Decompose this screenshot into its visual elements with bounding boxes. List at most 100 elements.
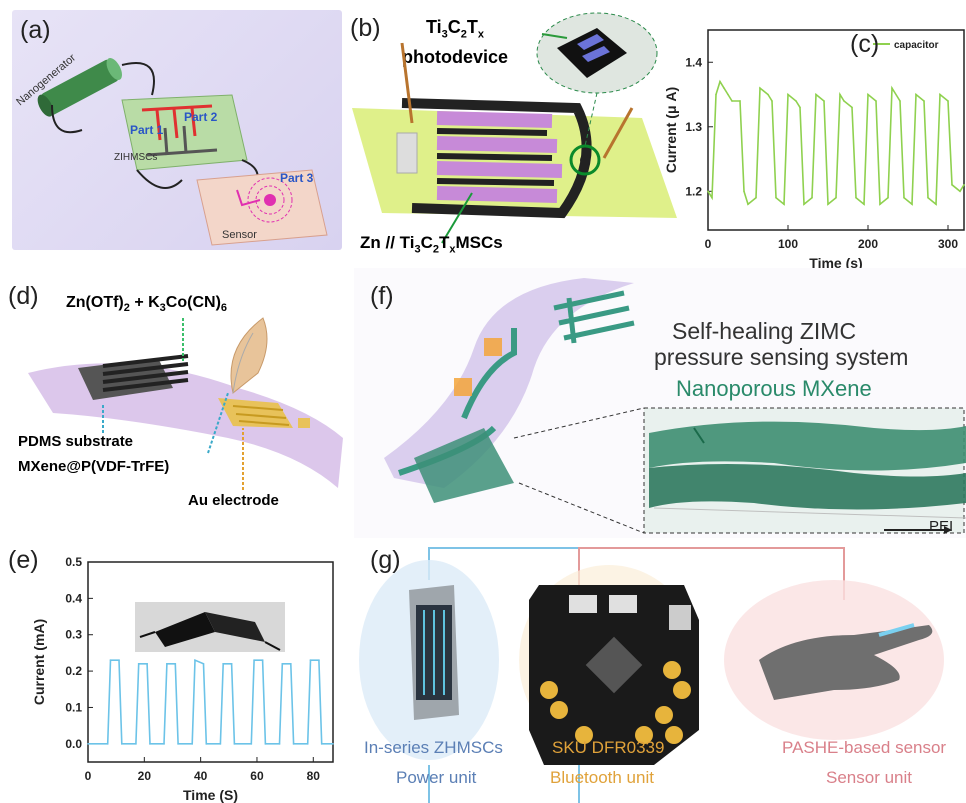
data-point	[278, 743, 281, 745]
data-point	[174, 663, 177, 665]
mxene-layers	[649, 421, 966, 519]
data-point	[731, 100, 733, 102]
data-point	[719, 80, 721, 83]
sensor-sub: Sensor unit	[826, 768, 912, 787]
data-point	[903, 196, 905, 199]
data-point	[149, 743, 151, 745]
data-point	[823, 100, 825, 102]
x-tick-label: 60	[250, 769, 264, 783]
zhmsc-device	[409, 585, 459, 720]
data-point	[743, 190, 745, 193]
data-point	[230, 663, 233, 665]
x-tick-label: 0	[705, 237, 712, 251]
panel-d-device	[28, 317, 343, 490]
data-point	[715, 93, 717, 96]
panel-b-device	[352, 12, 677, 244]
x-axis-label: Time (S)	[183, 787, 238, 803]
data-point	[222, 663, 224, 665]
data-point	[879, 203, 881, 205]
zihmscs-label: ZIHMSCs	[114, 152, 157, 163]
y-tick-label: 1.2	[685, 184, 702, 198]
data-point	[723, 87, 725, 89]
probe-right	[602, 107, 634, 159]
data-point	[205, 743, 208, 745]
data-point	[959, 190, 961, 193]
data-point	[767, 93, 769, 96]
probe-left	[400, 42, 414, 124]
contact-pad-1	[484, 338, 502, 356]
panel-a-label: (a)	[20, 16, 51, 44]
mxene-film	[230, 317, 268, 394]
data-point	[875, 100, 877, 102]
highlight-circle	[569, 144, 601, 176]
data-point	[109, 659, 112, 661]
data-point	[87, 743, 89, 745]
data-point	[923, 100, 925, 102]
data-point	[755, 196, 757, 199]
data-point	[795, 100, 797, 102]
mxene-label: MXene@P(VDF-TrFE)	[18, 458, 170, 475]
data-point	[118, 659, 120, 661]
sensor-pad	[196, 169, 328, 246]
x-axis-label: Time (s)	[809, 255, 862, 268]
panel-c-label: (c)	[850, 30, 880, 58]
y-tick-label: 0.5	[65, 555, 82, 569]
series-line	[707, 79, 965, 206]
panel-a-schematic: Nanogenerator Part 1 Part 2 ZIHMSCs Part…	[14, 52, 328, 246]
series-line	[88, 659, 333, 745]
zihmsc-electrodes-red	[141, 104, 213, 141]
x-tick-label: 20	[138, 769, 152, 783]
data-point	[707, 190, 709, 193]
data-point	[320, 743, 323, 745]
data-point	[939, 93, 941, 96]
data-point	[827, 203, 829, 205]
y-tick-label: 0.2	[65, 664, 82, 678]
wire-1	[51, 104, 83, 134]
electrolyte-formula: Zn(OTf)2 + K3Co(CN)6	[66, 294, 228, 315]
part2-label: Part 2	[184, 110, 218, 124]
chart-c: 0 100 200 300 1.2 1.3 1.4 Time (s) Current (μ A)…	[663, 29, 965, 268]
y-axis-label: Current (mA)	[31, 619, 47, 705]
zimc-title-1: Self-healing ZIMC	[672, 318, 857, 344]
panel-g: (g)	[354, 540, 966, 803]
y-tick-label: 0.0	[65, 737, 82, 751]
data-point	[264, 743, 267, 745]
power-sub: Power unit	[396, 768, 477, 787]
zimc-title-2: pressure sensing system	[654, 344, 909, 370]
data-point	[106, 743, 109, 745]
x-tick-label: 40	[194, 769, 208, 783]
panel-f-device	[384, 278, 966, 534]
data-point	[120, 743, 123, 745]
x-tick-label: 100	[778, 237, 798, 251]
electrode-stack	[78, 354, 189, 400]
hand-sensor	[759, 623, 933, 700]
data-point	[747, 203, 749, 205]
data-point	[835, 196, 837, 199]
data-point	[775, 196, 777, 199]
data-point	[318, 659, 320, 661]
part1-label: Part 1	[130, 123, 164, 137]
panel-a: (a) Nanogenerator Part 1 Part 2 ZIHMSCs	[12, 10, 342, 250]
au-label: Au electrode	[188, 492, 279, 509]
pei-label: PEI	[929, 518, 954, 535]
panel-e-label: (e)	[8, 546, 39, 574]
data-point	[289, 663, 292, 665]
panel-f: (f) Self-healing ZIMC pressure sensing s…	[354, 268, 966, 538]
data-point	[261, 659, 264, 661]
panel-f-label: (f)	[370, 282, 394, 310]
data-point	[306, 743, 309, 745]
top-electrode	[553, 290, 635, 344]
bent-device-photo	[135, 602, 285, 652]
data-point	[911, 203, 913, 205]
data-point	[191, 743, 193, 745]
data-point	[253, 659, 255, 661]
plot-frame	[87, 561, 334, 763]
photodevice-title: Ti3C2Tx photodevice	[402, 17, 509, 67]
data-point	[867, 93, 869, 96]
panel-b-label: (b)	[350, 14, 381, 42]
y-tick-label: 1.3	[685, 120, 702, 134]
data-point	[855, 196, 857, 199]
data-point	[309, 659, 312, 661]
bluetooth-board	[529, 585, 699, 765]
data-point	[250, 743, 253, 745]
